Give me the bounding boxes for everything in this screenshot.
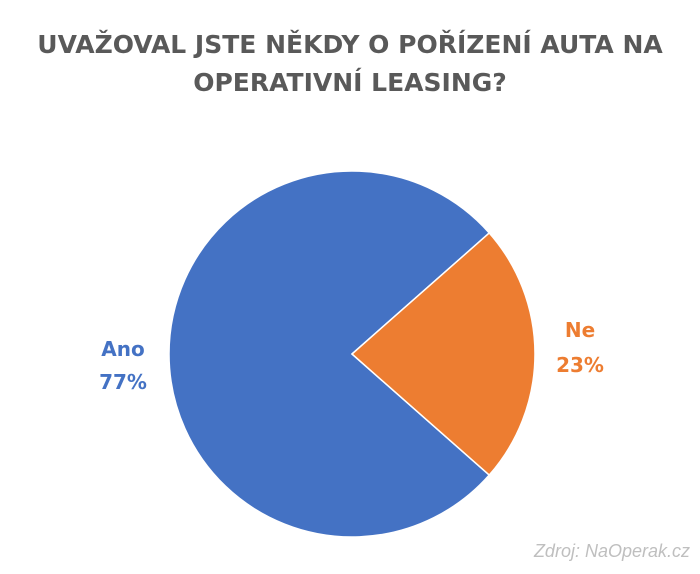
pie-slice-ne	[350, 231, 536, 477]
slice-label-ne: Ne	[565, 318, 595, 342]
chart-title-line-2: OPERATIVNÍ LEASING?	[193, 68, 507, 97]
source-credit: Zdroj: NaOperak.cz	[533, 541, 690, 561]
slice-label-ano: Ano	[101, 337, 144, 361]
chart-title: UVAŽOVAL JSTE NĚKDY O POŘÍZENÍ AUTA NA O…	[0, 26, 700, 102]
slice-value-ano: 77%	[99, 370, 147, 394]
pie-slice-ano	[168, 170, 491, 538]
chart-title-line-1: UVAŽOVAL JSTE NĚKDY O POŘÍZENÍ AUTA NA	[37, 30, 663, 59]
slice-value-ne: 23%	[556, 353, 604, 377]
